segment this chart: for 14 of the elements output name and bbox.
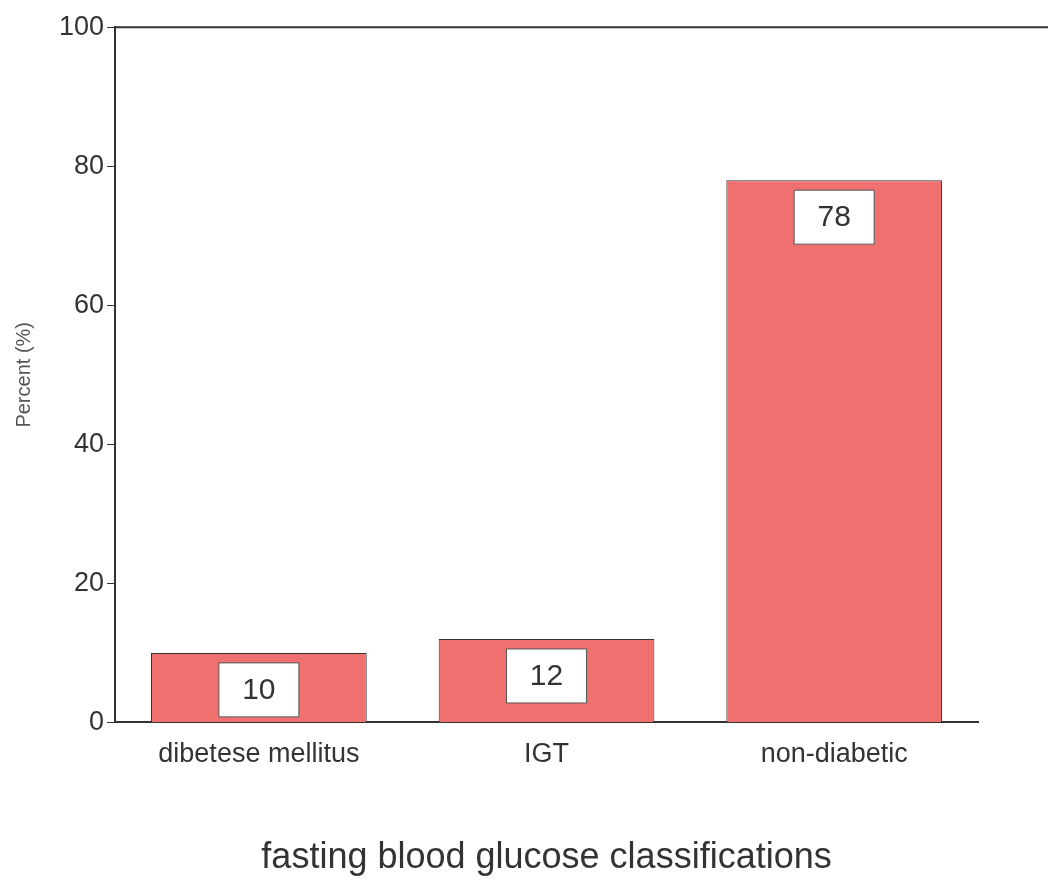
y-tick-label: 80: [74, 149, 105, 180]
x-tick-label: IGT: [524, 738, 570, 769]
y-tick-label: 40: [74, 427, 105, 458]
x-tick-label: dibetese mellitus: [158, 738, 360, 769]
y-axis-title: Percent (%): [11, 322, 34, 428]
y-tick-label: 60: [74, 288, 105, 319]
x-tick-label: non-diabetic: [760, 738, 908, 769]
data-label: 12: [529, 658, 564, 692]
y-tick-label: 100: [58, 10, 105, 41]
data-label: 78: [817, 199, 851, 233]
y-tick-label: 20: [74, 566, 105, 597]
y-tick-label: 0: [89, 705, 105, 736]
x-axis-title: fasting blood glucose classifications: [261, 835, 832, 877]
data-label: 10: [242, 672, 276, 706]
